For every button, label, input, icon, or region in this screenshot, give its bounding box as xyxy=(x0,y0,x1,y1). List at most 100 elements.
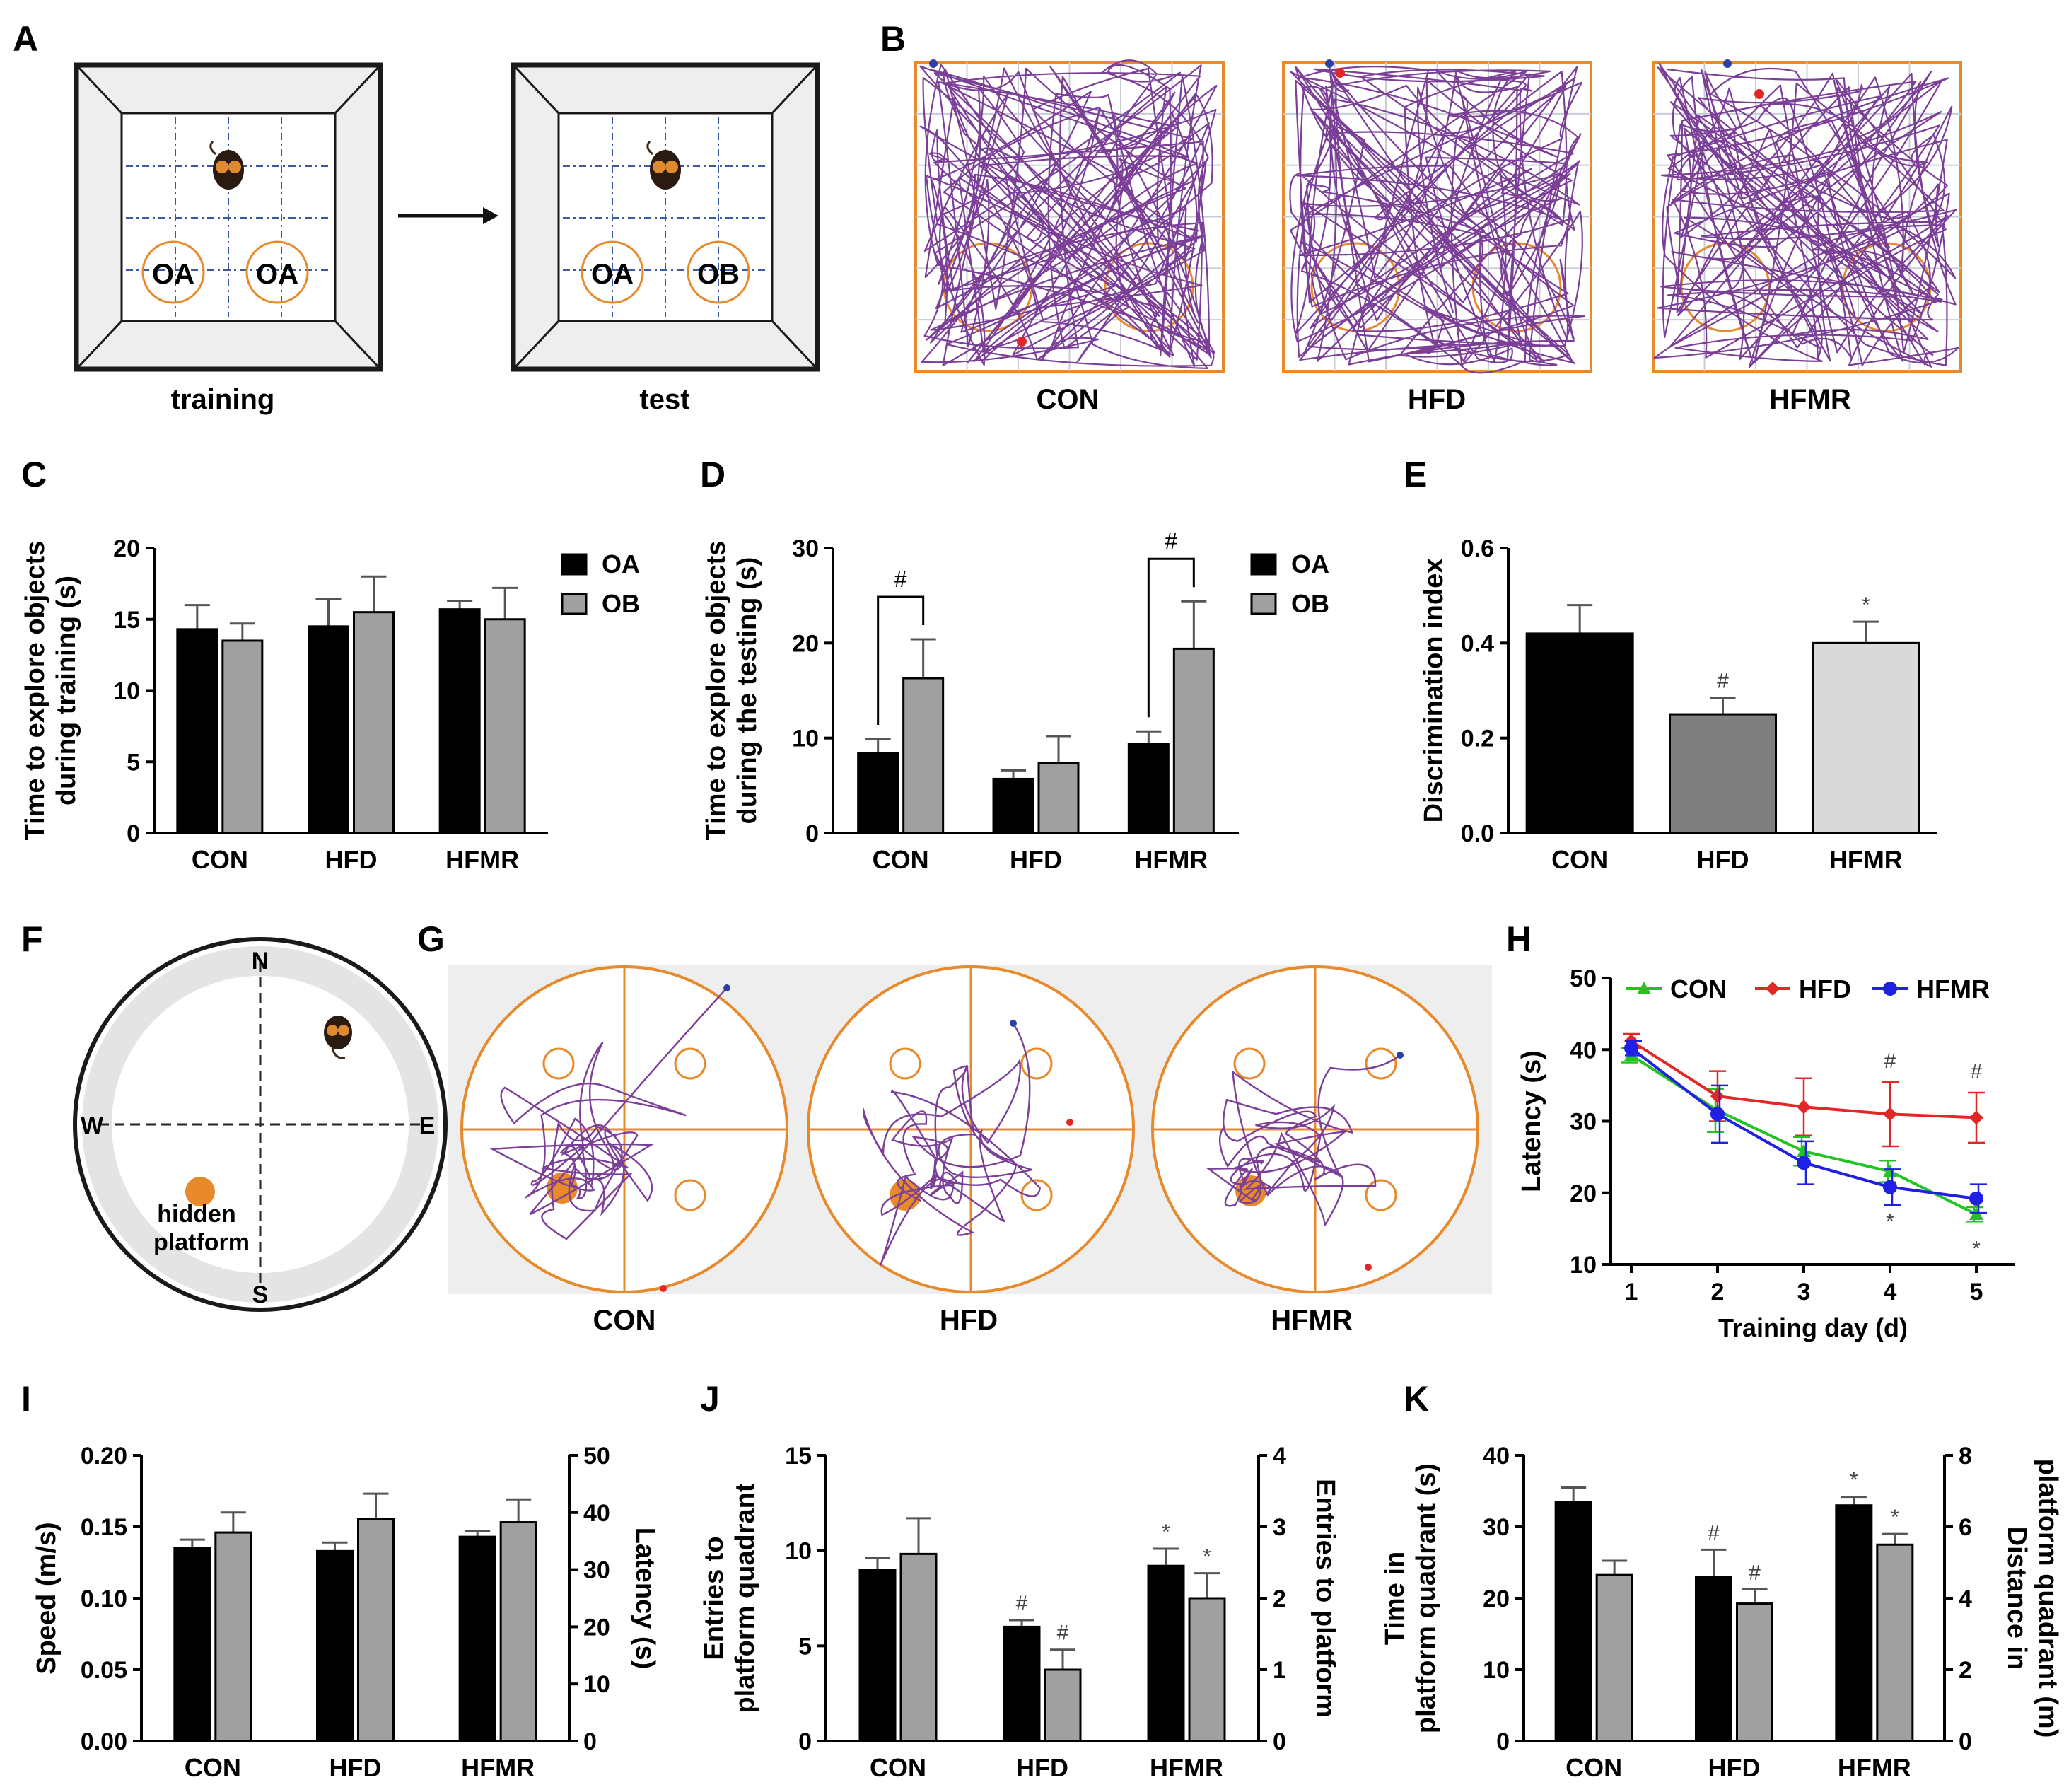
hidden-platform-label: platform xyxy=(153,1229,250,1256)
y-tick-label: 5 xyxy=(127,749,140,776)
x-tick-label: CON xyxy=(185,1753,241,1782)
y-tick-label: 20 xyxy=(1483,1586,1510,1612)
legend-marker xyxy=(1766,982,1780,996)
pool-trajectory xyxy=(448,965,801,1294)
y-axis-label: Latency (s) xyxy=(1517,1050,1546,1192)
end-dot xyxy=(1066,1119,1073,1126)
y2-tick-label: 2 xyxy=(1273,1586,1286,1612)
x-tick-label: 3 xyxy=(1797,1279,1811,1305)
trajectory-path xyxy=(1289,66,1585,374)
x-tick-label: HFD xyxy=(1697,845,1749,874)
x-tick-label: HFD xyxy=(1708,1753,1761,1782)
y2-tick-label: 3 xyxy=(1273,1514,1286,1541)
y2-tick-label: 10 xyxy=(583,1671,610,1698)
bar xyxy=(1525,632,1634,834)
arrow-icon xyxy=(398,207,498,224)
significance-mark: # xyxy=(1971,1060,1983,1083)
y-tick-label: 15 xyxy=(785,1443,812,1470)
significance-mark: * xyxy=(1886,1210,1894,1233)
y-axis-label: Entries to xyxy=(699,1536,729,1660)
x-tick-label: HFMR xyxy=(1838,1753,1911,1782)
compass-w: W xyxy=(81,1112,104,1139)
y-tick-label: 10 xyxy=(785,1538,812,1565)
significance-mark: # xyxy=(1749,1561,1761,1584)
platform-location-icon xyxy=(542,1047,575,1080)
bar xyxy=(857,752,899,834)
legend-swatch xyxy=(1250,593,1277,615)
x-tick-label: CON xyxy=(1551,845,1608,874)
x-tick-label: 2 xyxy=(1711,1279,1725,1305)
end-dot xyxy=(1754,89,1764,99)
significance-mark: # xyxy=(894,566,907,592)
y2-axis-label: Latency (s) xyxy=(630,1528,660,1670)
y-axis-label: platform quadrant (s) xyxy=(1411,1463,1441,1733)
y-tick-label: 0.10 xyxy=(81,1586,127,1612)
bar xyxy=(1669,713,1777,834)
end-dot xyxy=(1335,68,1345,78)
data-point xyxy=(1797,1144,1811,1158)
legend-label: HFD xyxy=(1799,974,1851,1003)
panel-letter-j: J xyxy=(700,1379,720,1419)
y-tick-label: 0.05 xyxy=(81,1657,127,1684)
data-point xyxy=(1883,1107,1897,1122)
bar xyxy=(316,1549,354,1742)
compass-n: N xyxy=(252,948,269,974)
bar xyxy=(353,611,395,834)
bar xyxy=(458,1535,496,1742)
x-tick-label: HFMR xyxy=(1134,845,1208,874)
y-axis-label: during the testing (s) xyxy=(733,557,762,825)
y2-tick-label: 8 xyxy=(1959,1443,1972,1470)
chart-e: E 0.0 0.2 0.4 0.6 Discrimination index CON HFD #… xyxy=(1404,455,1937,874)
platform-location-icon xyxy=(674,1179,706,1211)
y2-tick-label: 0 xyxy=(1273,1728,1286,1755)
y2-tick-label: 0 xyxy=(1959,1728,1972,1755)
bar xyxy=(1172,647,1215,834)
significance-mark: * xyxy=(1891,1506,1899,1529)
panel-letter-a: A xyxy=(13,19,38,59)
pool-label-con: CON xyxy=(593,1305,656,1336)
data-point xyxy=(1969,1110,1983,1125)
pool-label-hfd: HFD xyxy=(940,1305,998,1336)
y-tick-label: 0.15 xyxy=(81,1514,127,1541)
track-label-hfmr: HFMR xyxy=(1769,384,1851,415)
mouse-icon xyxy=(646,140,681,190)
x-tick-label: HFD xyxy=(1010,845,1062,874)
y-tick-label: 0.4 xyxy=(1461,630,1494,657)
test-label: test xyxy=(639,384,689,415)
swim-path xyxy=(863,1023,1041,1267)
legend-label: CON xyxy=(1670,974,1727,1003)
significance-mark: # xyxy=(1708,1521,1720,1544)
track-label-con: CON xyxy=(1037,384,1100,415)
y-axis-label: Time in xyxy=(1380,1552,1410,1645)
bar xyxy=(902,677,945,834)
x-tick-label: HFMR xyxy=(1829,845,1903,874)
legend-label: HFMR xyxy=(1916,974,1990,1003)
bar xyxy=(1736,1602,1773,1742)
bar xyxy=(308,625,349,834)
hidden-platform-icon xyxy=(185,1177,215,1206)
object-label-oa: OA xyxy=(256,259,298,290)
significance-mark: * xyxy=(1203,1545,1211,1569)
y-tick-label: 0 xyxy=(1496,1728,1510,1755)
end-dot xyxy=(1017,337,1027,347)
data-point xyxy=(1797,1100,1811,1115)
panel-g: G CON HFD HFMR xyxy=(417,919,1492,1336)
platform-location-icon xyxy=(674,1047,706,1080)
y2-axis-label: Distance in xyxy=(2002,1527,2031,1670)
data-point xyxy=(1883,1180,1897,1194)
significance-mark: # xyxy=(1884,1049,1896,1073)
end-dot xyxy=(660,1285,667,1292)
y-axis-label: during training (s) xyxy=(52,576,81,805)
y2-axis-label: Entries to platform xyxy=(1310,1479,1340,1718)
bar xyxy=(1044,1668,1082,1742)
x-tick-label: 1 xyxy=(1625,1279,1638,1305)
panel-letter-g: G xyxy=(417,919,445,959)
x-tick-label: 5 xyxy=(1970,1279,1983,1305)
chart-d: D 0 10 20 30 Time to explore objects during th… xyxy=(700,455,1329,874)
bar xyxy=(214,1531,252,1742)
trajectory-arena xyxy=(1652,59,1962,373)
y-tick-label: 0 xyxy=(805,820,819,847)
bar xyxy=(1127,743,1170,834)
y-tick-label: 0 xyxy=(127,820,140,847)
